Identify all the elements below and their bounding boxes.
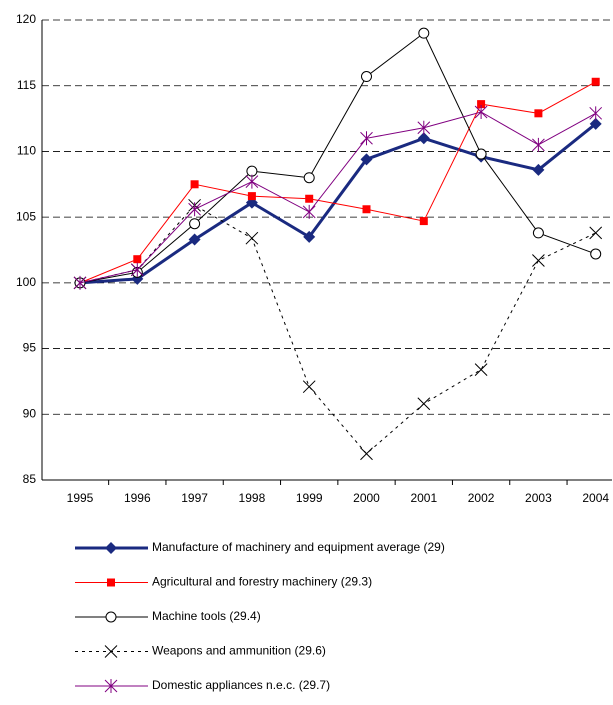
marker bbox=[591, 77, 600, 86]
marker bbox=[532, 227, 544, 239]
marker bbox=[303, 172, 315, 184]
marker bbox=[419, 217, 428, 226]
marker bbox=[130, 262, 144, 277]
marker bbox=[133, 255, 142, 264]
marker bbox=[589, 117, 602, 130]
marker bbox=[303, 230, 316, 243]
legend-marker bbox=[104, 645, 118, 658]
legend-label: Domestic appliances n.e.c. (29.7) bbox=[152, 678, 330, 692]
legend-label: Agricultural and forestry machinery (29.… bbox=[152, 575, 372, 589]
legend-marker bbox=[104, 679, 118, 693]
marker bbox=[589, 106, 603, 121]
marker bbox=[417, 132, 430, 145]
marker bbox=[190, 180, 199, 189]
marker bbox=[534, 109, 543, 118]
marker bbox=[245, 174, 259, 189]
marker bbox=[532, 254, 545, 267]
x-tick-label: 1995 bbox=[67, 491, 94, 505]
marker bbox=[73, 275, 87, 290]
x-tick-label: 2004 bbox=[582, 491, 609, 505]
legend-label: Manufacture of machinery and equipment a… bbox=[152, 540, 445, 554]
series-line bbox=[79, 81, 596, 284]
marker bbox=[474, 105, 488, 119]
x-tick-label: 1998 bbox=[239, 491, 266, 505]
marker bbox=[418, 27, 430, 39]
y-tick-label: 95 bbox=[23, 341, 37, 355]
marker bbox=[188, 202, 201, 217]
y-tick-label: 100 bbox=[16, 275, 36, 289]
y-tick-label: 85 bbox=[23, 472, 37, 486]
y-tick-label: 120 bbox=[16, 12, 36, 26]
marker bbox=[589, 226, 603, 240]
legend-label: Machine tools (29.4) bbox=[152, 609, 261, 623]
marker bbox=[245, 231, 259, 245]
x-tick-label: 1997 bbox=[181, 491, 208, 505]
marker bbox=[302, 380, 316, 394]
series-line bbox=[79, 204, 596, 455]
marker bbox=[360, 131, 373, 146]
y-tick-label: 110 bbox=[17, 144, 36, 158]
series-line bbox=[79, 122, 597, 285]
marker bbox=[475, 148, 487, 160]
series-line bbox=[79, 32, 596, 284]
marker bbox=[305, 194, 314, 203]
marker bbox=[246, 165, 258, 177]
y-tick-label: 115 bbox=[17, 78, 36, 92]
x-tick-label: 2003 bbox=[525, 491, 552, 505]
marker bbox=[362, 205, 371, 214]
marker bbox=[417, 397, 431, 411]
marker bbox=[532, 137, 545, 152]
marker bbox=[302, 204, 316, 219]
y-tick-label: 90 bbox=[23, 406, 37, 420]
marker bbox=[474, 363, 488, 376]
x-tick-label: 2002 bbox=[468, 491, 495, 505]
x-tick-label: 2000 bbox=[353, 491, 380, 505]
marker bbox=[361, 71, 372, 83]
marker bbox=[417, 120, 431, 135]
x-tick-label: 2001 bbox=[410, 491, 437, 505]
legend-marker bbox=[105, 611, 117, 623]
legend-marker bbox=[107, 578, 115, 587]
marker bbox=[590, 248, 602, 260]
marker bbox=[532, 163, 545, 176]
x-tick-label: 1996 bbox=[124, 491, 151, 505]
marker bbox=[360, 447, 373, 461]
legend-marker bbox=[105, 542, 117, 554]
marker bbox=[360, 153, 373, 166]
marker bbox=[188, 233, 201, 246]
marker bbox=[189, 218, 201, 230]
marker bbox=[247, 192, 256, 201]
series-line bbox=[79, 111, 596, 284]
legend-label: Weapons and ammunition (29.6) bbox=[152, 644, 326, 658]
y-tick-label: 105 bbox=[16, 209, 36, 223]
x-tick-label: 1999 bbox=[296, 491, 323, 505]
marker bbox=[477, 100, 486, 109]
